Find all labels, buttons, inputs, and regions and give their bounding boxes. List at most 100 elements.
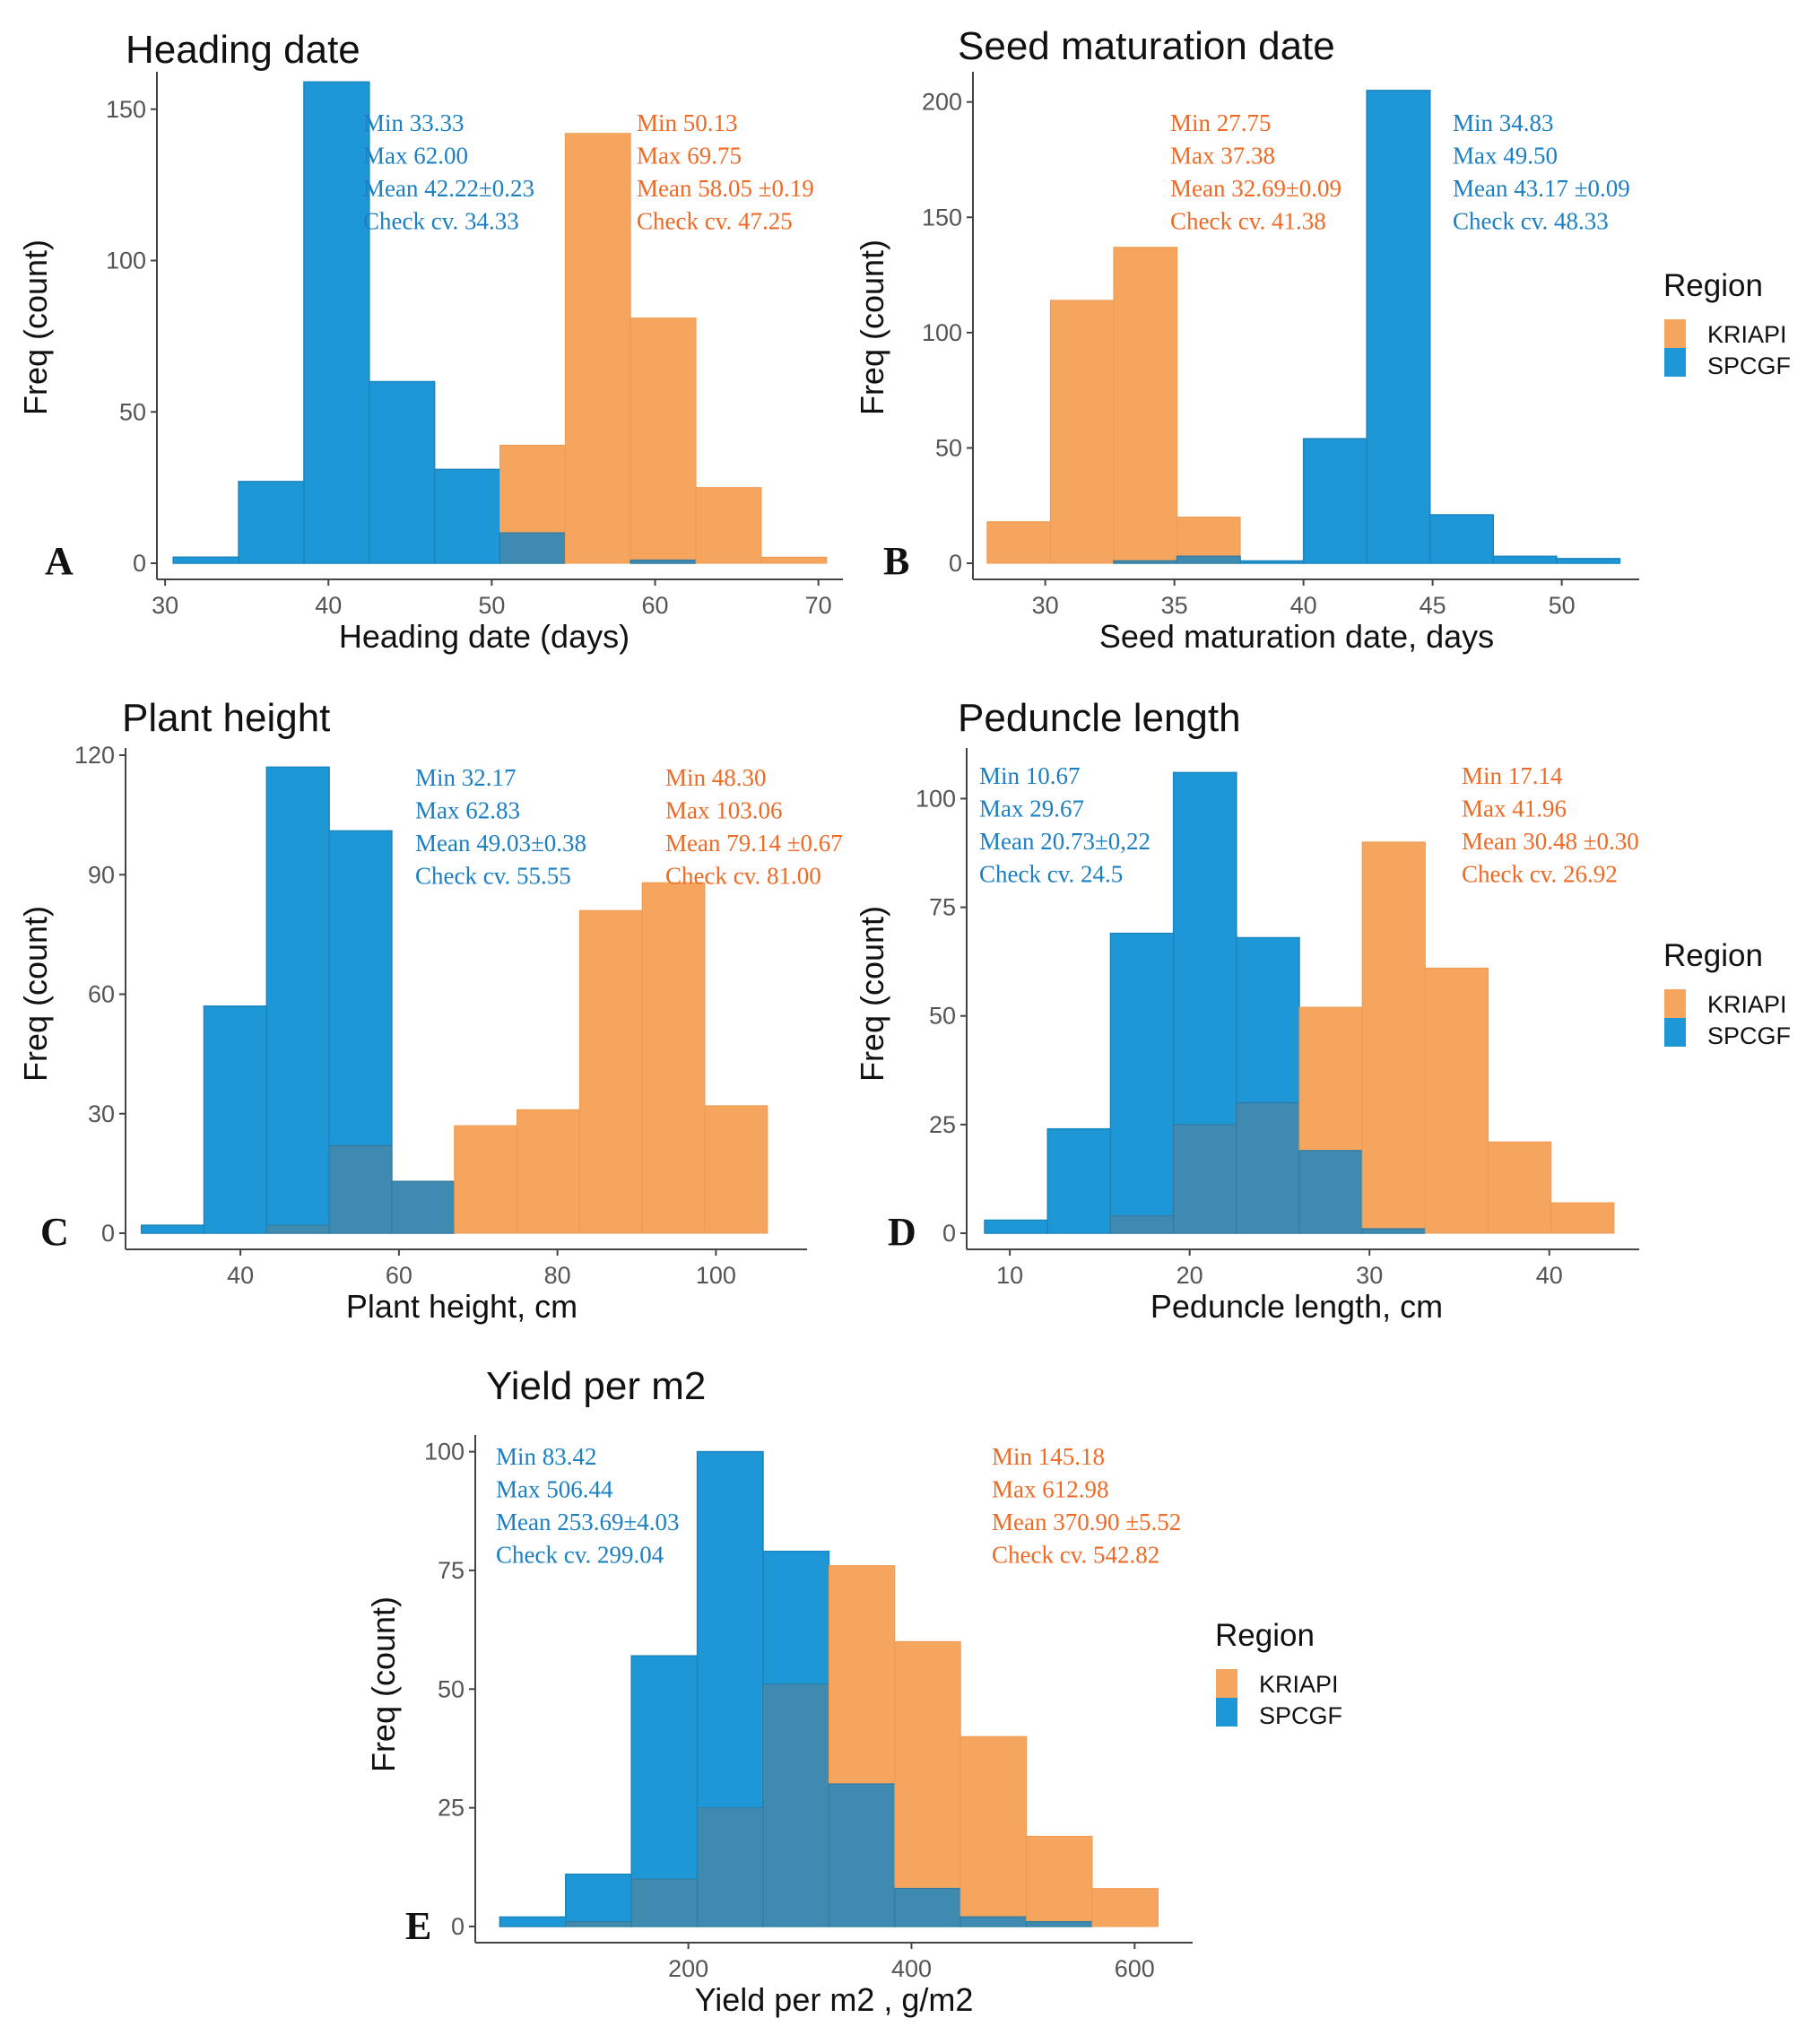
stats-line: Mean 30.48 ±0.30 [1462, 828, 1639, 855]
bar-spcgf [265, 766, 330, 1234]
y-tick-label: 0 [133, 550, 146, 577]
legend-title: Region [1215, 1618, 1315, 1653]
legend-label-kriapi: KRIAPI [1707, 991, 1787, 1018]
stats-line: Min 145.18 [992, 1443, 1105, 1470]
x-tick-label: 100 [696, 1262, 736, 1289]
bar-overlap [1173, 1124, 1237, 1234]
chart-title: Yield per m2 [486, 1364, 706, 1408]
stats-line: Check cv. 81.00 [665, 863, 821, 890]
bar-overlap [959, 1916, 1028, 1927]
legend-label-kriapi: KRIAPI [1707, 321, 1787, 348]
legend-label-spcgf: SPCGF [1707, 1022, 1791, 1049]
stats-line: Min 17.14 [1462, 762, 1563, 789]
stats-line: Min 32.17 [415, 764, 517, 791]
stats-annotation-kriapi: Min 145.18 Max 612.98 Mean 370.90 ±5.52 Che… [992, 1443, 1181, 1569]
stats-line: Min 50.13 [637, 109, 738, 136]
stats-line: Max 41.96 [1462, 796, 1567, 822]
bar-kriapi [1550, 1202, 1615, 1234]
bar-overlap [629, 560, 697, 564]
stats-line: Max 612.98 [992, 1476, 1109, 1503]
stats-annotation-spcgf: Min 32.17 Max 62.83 Mean 49.03±0.38 Check c… [415, 764, 586, 890]
stats-line: Check cv. 299.04 [496, 1542, 664, 1569]
chart-title: Heading date [126, 28, 360, 72]
stats-annotation-kriapi: Min 17.14 Max 41.96 Mean 30.48 ±0.30 Check … [1462, 762, 1639, 888]
panel-e: 0 25 50 75 100 200 400 600 Yield per m2 Yield per… [365, 1364, 1342, 2018]
x-tick-label: 30 [152, 592, 178, 619]
stats-annotation-kriapi: Min 27.75 Max 37.38 Mean 32.69±0.09 Check c… [1170, 109, 1341, 235]
bar-overlap [499, 532, 566, 564]
x-tick-label: 20 [1177, 1262, 1203, 1289]
stats-line: Max 29.67 [979, 796, 1084, 822]
stats-line: Check cv. 48.33 [1453, 208, 1609, 235]
x-tick-label: 30 [1032, 592, 1059, 619]
x-tick-label: 200 [668, 1955, 708, 1982]
bar-kriapi [695, 487, 762, 564]
y-tick-label: 100 [916, 785, 956, 812]
x-tick-label: 40 [1290, 592, 1317, 619]
stats-line: Check cv. 47.25 [637, 208, 793, 235]
bar-kriapi [1424, 967, 1489, 1234]
y-tick-label: 30 [88, 1100, 115, 1127]
x-tick-label: 80 [544, 1262, 571, 1289]
bar-overlap [762, 1683, 829, 1927]
legend-swatch-kriapi [1216, 1669, 1237, 1698]
legend: Region KRIAPI SPCGF [1215, 1618, 1342, 1729]
y-axis-title: Freq (count) [17, 239, 54, 415]
y-tick-label: 50 [935, 434, 962, 461]
stats-line: Min 83.42 [496, 1443, 597, 1470]
y-tick-label: 0 [451, 1913, 465, 1940]
bar-kriapi [1091, 1888, 1159, 1927]
bar-kriapi [894, 1640, 961, 1927]
legend-title: Region [1663, 938, 1763, 973]
bar-spcgf [369, 380, 436, 564]
legend-label-spcgf: SPCGF [1259, 1702, 1342, 1729]
y-tick-label: 50 [119, 398, 146, 425]
stats-line: Check cv. 41.38 [1170, 208, 1326, 235]
stats-line: Check cv. 26.92 [1462, 861, 1618, 888]
y-tick-label: 0 [949, 550, 962, 577]
bar-kriapi [704, 1105, 768, 1234]
y-tick-label: 200 [922, 89, 962, 116]
bar-kriapi [1049, 300, 1115, 564]
bar-kriapi [1361, 841, 1426, 1234]
panel-c: 0 30 60 90 120 40 60 80 100 Plant height Plant hei… [17, 696, 843, 1325]
bar-kriapi [629, 317, 697, 564]
bar-overlap [697, 1807, 764, 1927]
y-tick-label: 100 [106, 248, 146, 274]
stats-annotation-spcgf: Min 10.67 Max 29.67 Mean 20.73±0,22 Check c… [979, 762, 1150, 888]
x-axis-title: Plant height, cm [346, 1288, 577, 1325]
stats-line: Check cv. 55.55 [415, 863, 571, 890]
stats-line: Max 103.06 [665, 797, 783, 824]
bar-overlap [1026, 1921, 1093, 1927]
bar-spcgf [984, 1219, 1048, 1234]
legend-swatch-spcgf [1664, 348, 1686, 377]
x-tick-label: 600 [1115, 1955, 1155, 1982]
x-tick-label: 40 [227, 1262, 254, 1289]
y-tick-label: 50 [929, 1003, 956, 1030]
stats-line: Mean 49.03±0.38 [415, 830, 586, 857]
y-tick-label: 100 [424, 1439, 465, 1466]
y-tick-label: 100 [922, 319, 962, 346]
x-tick-label: 70 [805, 592, 832, 619]
stats-line: Mean 253.69±4.03 [496, 1509, 680, 1535]
bar-kriapi [578, 909, 643, 1234]
stats-line: Mean 42.22±0.23 [363, 175, 534, 202]
panel-letter: A [45, 539, 74, 583]
bar-overlap [391, 1180, 456, 1234]
y-tick-label: 0 [942, 1220, 956, 1247]
bar-overlap [1109, 1215, 1175, 1234]
y-tick-label: 0 [101, 1220, 115, 1247]
legend-swatch-kriapi [1664, 989, 1686, 1018]
stats-annotation-kriapi: Min 48.30 Max 103.06 Mean 79.14 ±0.67 Check… [665, 764, 843, 890]
x-tick-label: 60 [386, 1262, 412, 1289]
bar-spcgf [1556, 558, 1621, 564]
bar-spcgf [1492, 555, 1558, 564]
stats-annotation-spcgf: Min 34.83 Max 49.50 Mean 43.17 ±0.09 Check … [1453, 109, 1630, 235]
bar-overlap [265, 1224, 330, 1234]
bar-overlap [894, 1888, 961, 1927]
stats-line: Mean 370.90 ±5.52 [992, 1509, 1181, 1535]
bar-spcgf [565, 1874, 632, 1927]
bar-overlap [828, 1783, 896, 1927]
y-tick-label: 75 [438, 1557, 465, 1584]
